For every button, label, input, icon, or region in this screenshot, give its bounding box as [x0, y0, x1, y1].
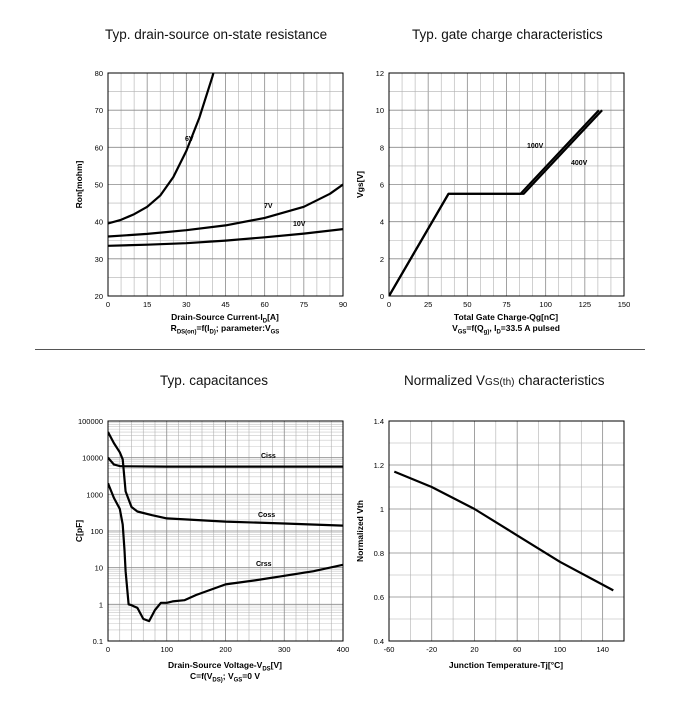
ron-y-tick-label: 30 — [95, 255, 103, 264]
ron-x-tick-label: 30 — [182, 300, 190, 309]
qg-x-tick-label: 50 — [463, 300, 471, 309]
vth-plot-frame — [388, 420, 625, 642]
qg-chart-title: Typ. gate charge characteristics — [412, 27, 603, 42]
ron-y-tick-label: 60 — [95, 143, 103, 152]
cap-y-tick-label: 10 — [95, 564, 103, 573]
cap-series-ciss-line — [108, 456, 343, 468]
cap-condition: C=f(VDS); VGS=0 V — [190, 671, 260, 684]
vth-y-tick-label: 1 — [380, 505, 384, 514]
cap-x-tick-label: 200 — [219, 645, 232, 654]
cap-x-tick-label: 400 — [337, 645, 350, 654]
qg-y-tick-label: 0 — [380, 292, 384, 301]
vth-chart: -60 -20 20 60 100 140 0.4 0.6 0.8 1 1.2 1.4 Normaliz… — [355, 417, 625, 654]
ron-y-tick-label: 80 — [95, 69, 103, 78]
qg-y-axis-label: Vgs[V] — [355, 171, 365, 198]
ron-condition: RDS(on)=f(ID); parameter:VGS — [171, 323, 280, 336]
qg-y-tick-label: 10 — [376, 106, 384, 115]
qg-series-400v-line — [389, 109, 603, 296]
vth-title-main: Normalized V — [404, 373, 486, 388]
cap-chart: 0 100 200 300 400 0.1 1 10 100 1000 10000 100000 C[p… — [74, 417, 349, 654]
qg-plot-frame — [388, 72, 625, 297]
vth-x-tick-label: -60 — [384, 645, 395, 654]
vth-title-tail: characteristics — [514, 373, 605, 388]
ron-y-tick-label: 20 — [95, 292, 103, 301]
cap-x-tick-label: 100 — [160, 645, 173, 654]
vth-x-tick-label: 100 — [554, 645, 567, 654]
qg-x-tick-label: 100 — [539, 300, 552, 309]
ron-y-tick-label: 70 — [95, 106, 103, 115]
ron-series-10v-line — [108, 228, 343, 247]
ron-y-tick-label: 40 — [95, 218, 103, 227]
ron-xlabel: Drain-Source Current-ID[A] — [171, 312, 279, 325]
vth-y-tick-label: 1.4 — [374, 417, 384, 426]
ron-series-label: 6V — [185, 136, 194, 143]
ron-x-tick-label: 45 — [221, 300, 229, 309]
qg-y-tick-label: 6 — [380, 181, 384, 190]
cap-x-tick-label: 0 — [106, 645, 110, 654]
ron-chart: 0 15 30 45 60 75 90 20 30 40 50 60 70 80 Ron[mohm] 6V 7V… — [74, 69, 347, 309]
vth-y-tick-label: 0.4 — [374, 637, 384, 646]
ron-series-6v-line — [108, 73, 215, 225]
qg-y-tick-label: 2 — [380, 255, 384, 264]
qg-y-tick-label: 4 — [380, 218, 384, 227]
cap-x-tick-label: 300 — [278, 645, 291, 654]
ron-x-tick-label: 90 — [339, 300, 347, 309]
cap-chart-title: Typ. capacitances — [160, 373, 269, 388]
vth-x-tick-label: 60 — [513, 645, 521, 654]
qg-y-tick-label: 8 — [380, 143, 384, 152]
cap-y-tick-label: 0.1 — [93, 637, 103, 646]
ron-x-tick-label: 15 — [143, 300, 151, 309]
vth-x-tick-label: 140 — [596, 645, 609, 654]
cap-xlabel: Drain-Source Voltage-VDS[V] — [168, 660, 282, 673]
qg-y-tick-label: 12 — [376, 69, 384, 78]
cap-y-tick-label: 100 — [90, 527, 103, 536]
cap-y-axis-label: C[pF] — [74, 520, 84, 542]
vth-x-tick-label: -20 — [426, 645, 437, 654]
ron-chart-title: Typ. drain-source on-state resistance — [105, 27, 328, 42]
section-divider — [35, 349, 645, 350]
cap-y-tick-label: 10000 — [82, 454, 103, 463]
cap-series-label: Ciss — [261, 453, 276, 460]
vth-y-tick-label: 0.8 — [374, 549, 384, 558]
qg-x-tick-label: 150 — [618, 300, 631, 309]
ron-series-label: 7V — [264, 203, 273, 210]
qg-x-tick-label: 125 — [579, 300, 592, 309]
ron-x-tick-label: 0 — [106, 300, 110, 309]
cap-y-tick-label: 1 — [99, 600, 103, 609]
cap-y-tick-label: 1000 — [86, 490, 103, 499]
cap-series-label: Crss — [256, 561, 272, 568]
ron-y-axis-label: Ron[mohm] — [74, 160, 84, 208]
cap-plot-frame — [107, 420, 344, 642]
qg-series-label: 400V — [571, 160, 588, 167]
vth-series-0-line — [393, 470, 614, 592]
vth-y-tick-label: 1.2 — [374, 461, 384, 470]
qg-xlabel: Total Gate Charge-Qg[nC] — [454, 312, 558, 322]
cap-y-tick-label: 100000 — [78, 417, 103, 426]
vth-xlabel: Junction Temperature-Tj[°C] — [449, 660, 563, 670]
qg-x-tick-label: 0 — [387, 300, 391, 309]
qg-series-label: 100V — [527, 143, 544, 150]
qg-x-tick-label: 25 — [424, 300, 432, 309]
vth-y-tick-label: 0.6 — [374, 593, 384, 602]
vth-y-axis-label: Normalized Vth — [355, 500, 365, 562]
vth-title-sub: GS(th) — [485, 377, 515, 388]
qg-condition: VGS=f(Qg), ID=33.5 A pulsed — [452, 323, 560, 336]
ron-y-tick-label: 50 — [95, 181, 103, 190]
ron-series-label: 10V — [293, 221, 306, 228]
cap-series-coss-line — [108, 431, 343, 527]
cap-series-crss-line — [108, 482, 343, 623]
cap-series-label: Coss — [258, 512, 275, 519]
vth-x-tick-label: 20 — [470, 645, 478, 654]
ron-x-tick-label: 75 — [300, 300, 308, 309]
ron-x-tick-label: 60 — [260, 300, 268, 309]
vth-chart-title: Normalized VGS(th) characteristics — [404, 373, 605, 388]
qg-chart: 0 25 50 75 100 125 150 0 2 4 6 8 10 12 Vgs[V] 100V 400V — [355, 69, 630, 309]
ron-series-7v-line — [108, 183, 343, 238]
qg-x-tick-label: 75 — [502, 300, 510, 309]
